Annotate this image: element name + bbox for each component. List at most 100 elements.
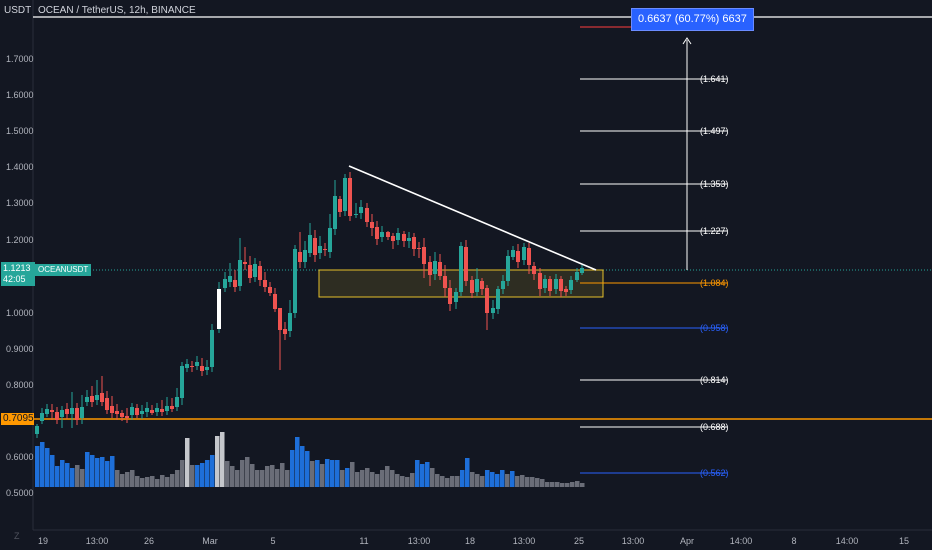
candle-body [95, 395, 99, 400]
candle-body [548, 279, 552, 291]
level-price-tag: 0.7095 [1, 413, 34, 425]
volume-bar [50, 455, 55, 487]
time-tick-label: 13:00 [408, 536, 431, 546]
candle-body [491, 308, 495, 313]
candle-body [338, 199, 342, 212]
candle-body [496, 289, 500, 309]
volume-bar [290, 450, 295, 487]
candle-body [569, 280, 573, 290]
volume-bar [135, 476, 140, 487]
volume-bar [555, 482, 560, 487]
candle-body [210, 330, 214, 367]
volume-bar [520, 475, 525, 487]
price-tick-label: 0.9000 [6, 344, 34, 354]
candle-body [65, 409, 69, 414]
candle-body [155, 408, 159, 412]
fib-level-label: (1.353) [700, 179, 729, 189]
time-axis-ticks: 19 13:00 26 Mar 5 11 13:00 18 13:00 25 13:00 Apr 14:… [38, 536, 909, 546]
candle-body [80, 407, 84, 418]
candle-body [564, 289, 568, 292]
fib-level-label: (0.814) [700, 375, 729, 385]
candle-body [268, 287, 272, 293]
volume-bar [110, 456, 115, 487]
volume-bar [285, 470, 290, 487]
price-axis-ticks: 1.7000 1.6000 1.5000 1.4000 1.3000 1.2000 1.00… [6, 54, 34, 498]
time-tick-label: 11 [359, 536, 368, 546]
candle-body [238, 260, 242, 286]
volume-bar [270, 465, 275, 487]
candle-body [105, 398, 109, 410]
volume-bar [60, 460, 65, 487]
volume-bar [500, 470, 505, 487]
candle-body [386, 232, 390, 237]
candle-body [60, 410, 64, 417]
bar-countdown: 42:05 [3, 274, 26, 284]
volume-bar [360, 470, 365, 487]
volume-bar [460, 470, 465, 487]
currency-label[interactable]: USDT [4, 5, 32, 16]
volume-bar [570, 482, 575, 487]
candle-body [370, 222, 374, 228]
time-tick-label: 13:00 [513, 536, 536, 546]
candle-body [100, 393, 104, 402]
candle-body [75, 408, 79, 420]
volume-bar [580, 483, 585, 487]
fib-lines [580, 78, 727, 474]
candle-body [506, 256, 510, 281]
candle-body [516, 251, 520, 262]
volume-bar [565, 483, 570, 487]
time-tick-label: 8 [791, 536, 796, 546]
volume-bar [305, 451, 310, 487]
volume-bar [315, 460, 320, 487]
symbol-title[interactable]: OCEAN / TetherUS, 12h, BINANCE [38, 5, 196, 16]
volume-bar [365, 468, 370, 487]
candle-body [365, 208, 369, 222]
volume-bar [35, 446, 40, 487]
candle-body [348, 178, 352, 216]
price-tick-label: 0.5000 [6, 488, 34, 498]
volume-bar [440, 476, 445, 487]
volume-bar [445, 478, 450, 487]
volume-bars [35, 432, 585, 487]
candle-body [417, 248, 421, 249]
volume-bar [40, 442, 45, 487]
volume-bar [350, 462, 355, 487]
volume-bar [225, 461, 230, 487]
zoom-icon[interactable]: Z [14, 531, 20, 541]
candle-body-highlight [217, 289, 221, 329]
candle-body [323, 249, 327, 250]
candle-body [391, 236, 395, 241]
candle-body [303, 250, 307, 262]
volume-bar [140, 478, 145, 487]
candle-body [575, 272, 579, 280]
candle-body [110, 406, 114, 413]
volume-bar [205, 460, 210, 487]
volume-bar [560, 483, 565, 487]
candle-body [438, 262, 442, 276]
candle-body [380, 232, 384, 237]
volume-bar [325, 459, 330, 487]
candle-body [140, 411, 144, 414]
volume-bar [390, 470, 395, 487]
candle-body [120, 413, 124, 417]
time-tick-label: 25 [574, 536, 584, 546]
candle-body [90, 396, 94, 402]
time-tick-label: 5 [270, 536, 275, 546]
candle-body [273, 294, 277, 309]
volume-bar [130, 470, 135, 487]
candle-body [248, 265, 252, 278]
descending-trendline[interactable] [348, 165, 597, 271]
candle-body [170, 406, 174, 409]
candle-body [288, 313, 292, 331]
time-tick-label: Mar [202, 536, 218, 546]
volume-bar [535, 478, 540, 487]
price-tick-label: 0.6000 [6, 452, 34, 462]
candle-body [205, 367, 209, 370]
volume-bar [340, 470, 345, 487]
volume-bar [280, 463, 285, 487]
measure-label[interactable]: 0.6637 (60.77%) 6637 [631, 8, 754, 31]
volume-bar [90, 455, 95, 487]
candle-body [308, 235, 312, 253]
volume-bar [300, 446, 305, 487]
